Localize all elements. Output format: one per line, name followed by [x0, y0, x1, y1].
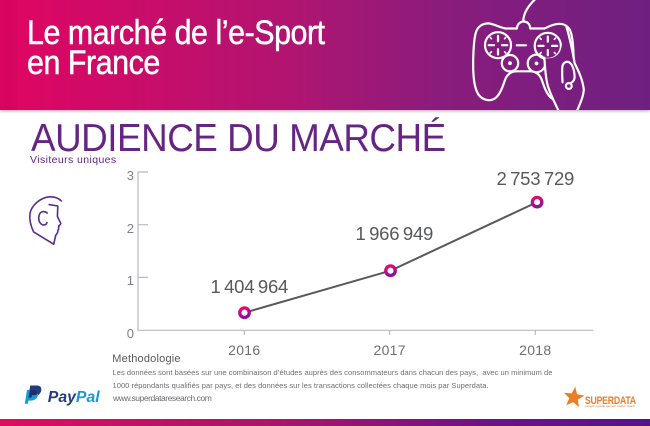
svg-text:PayPal: PayPal: [48, 389, 100, 406]
svg-text:people mobile games matter rea: people mobile games matter reach: [585, 404, 636, 408]
svg-text:SUPERDATA: SUPERDATA: [585, 395, 636, 407]
